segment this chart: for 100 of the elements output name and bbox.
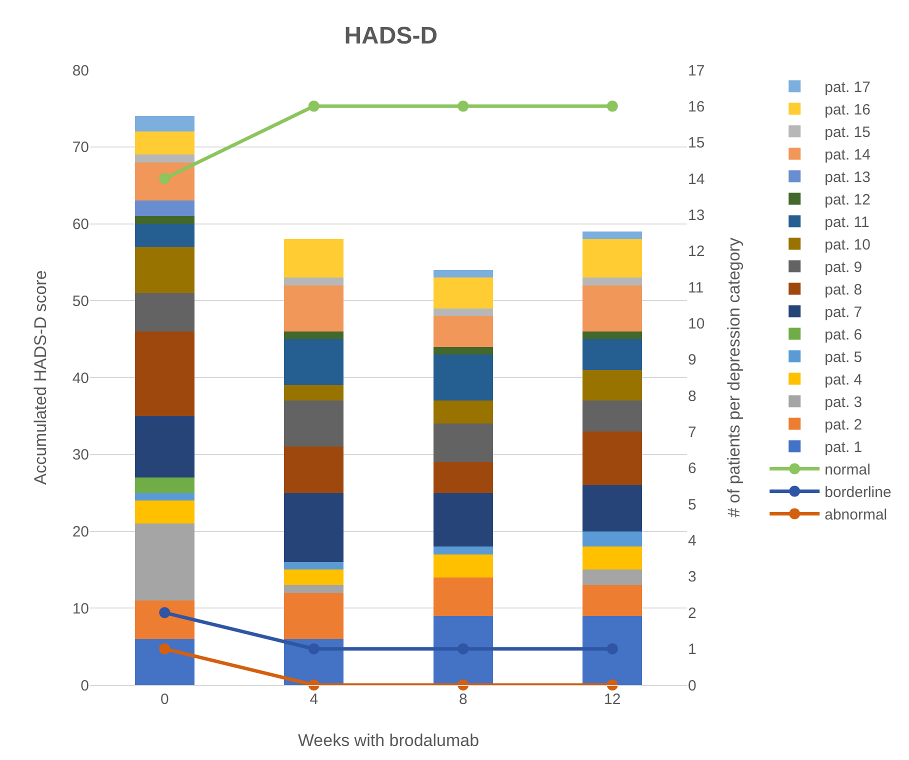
legend-label: pat. 8 bbox=[824, 282, 862, 299]
bar bbox=[582, 400, 642, 432]
bar bbox=[134, 224, 194, 247]
legend-label: pat. 6 bbox=[824, 326, 862, 344]
bar bbox=[433, 546, 493, 554]
bar bbox=[284, 592, 344, 639]
legend-label: pat. 12 bbox=[824, 192, 870, 209]
bar bbox=[134, 246, 194, 293]
bar bbox=[582, 431, 642, 486]
y2-axis-title: # of patients per depression category bbox=[724, 237, 744, 518]
bar bbox=[433, 354, 493, 401]
bar bbox=[134, 500, 194, 524]
legend-label: normal bbox=[824, 462, 870, 479]
bar bbox=[284, 331, 344, 340]
bar bbox=[433, 424, 493, 462]
bar bbox=[433, 316, 493, 347]
y2-tick-label: 4 bbox=[688, 532, 696, 550]
y2-tick-label: 2 bbox=[688, 604, 696, 622]
bar bbox=[433, 270, 493, 278]
bar bbox=[134, 492, 194, 500]
bar bbox=[433, 462, 493, 493]
y-tick-label: 70 bbox=[72, 139, 89, 156]
point bbox=[308, 643, 320, 654]
point bbox=[606, 100, 618, 112]
bar bbox=[284, 585, 344, 593]
y2-tick-label: 14 bbox=[688, 170, 705, 188]
legend-label: pat. 13 bbox=[824, 169, 870, 186]
legend-label: pat. 17 bbox=[824, 79, 870, 96]
y2-tick-label: 13 bbox=[688, 206, 705, 224]
bar bbox=[134, 154, 194, 162]
y2-tick-label: 1 bbox=[688, 641, 696, 658]
bar bbox=[134, 216, 194, 224]
point bbox=[159, 643, 170, 654]
y2-tick-label: 11 bbox=[688, 279, 704, 296]
x-tick-label: 12 bbox=[604, 691, 621, 708]
bar bbox=[582, 231, 642, 240]
y2-tick-label: 6 bbox=[688, 460, 696, 478]
bar bbox=[433, 577, 493, 616]
bar bbox=[134, 292, 194, 332]
y2-tick-label: 9 bbox=[688, 352, 696, 369]
bar bbox=[433, 492, 493, 547]
bar bbox=[582, 370, 642, 401]
y2-tick-label: 10 bbox=[688, 315, 705, 332]
bar bbox=[284, 562, 344, 570]
bar bbox=[284, 570, 344, 586]
point bbox=[458, 643, 469, 654]
y2-tick-label: 17 bbox=[688, 62, 705, 80]
bar bbox=[582, 531, 642, 547]
bar bbox=[134, 600, 194, 639]
legend-label: pat. 2 bbox=[824, 416, 862, 434]
chart-title: HADS-D bbox=[344, 22, 438, 50]
bar bbox=[134, 524, 194, 600]
y-tick-label: 10 bbox=[72, 600, 89, 618]
bar bbox=[134, 132, 194, 155]
y2-tick-label: 16 bbox=[688, 98, 705, 116]
legend-label: pat. 16 bbox=[824, 102, 870, 119]
bar bbox=[582, 285, 642, 332]
y-tick-label: 60 bbox=[72, 216, 89, 233]
bar bbox=[582, 585, 642, 616]
bar bbox=[582, 239, 642, 278]
legend-label: borderline bbox=[824, 484, 892, 502]
point bbox=[159, 607, 170, 618]
bar bbox=[284, 400, 344, 447]
bar bbox=[433, 346, 493, 354]
legend-label: abnormal bbox=[824, 506, 888, 524]
legend-label: pat. 14 bbox=[824, 146, 870, 164]
bar bbox=[134, 162, 194, 201]
bar bbox=[433, 400, 493, 424]
bar bbox=[134, 416, 194, 478]
legend-label: pat. 7 bbox=[824, 304, 862, 322]
legend-label: pat. 3 bbox=[824, 394, 862, 412]
bar bbox=[433, 278, 493, 308]
y-tick-label: 80 bbox=[72, 62, 89, 80]
bar bbox=[134, 200, 194, 216]
bar bbox=[582, 278, 642, 286]
y2-tick-label: 7 bbox=[688, 424, 696, 442]
legend-label: pat. 4 bbox=[824, 372, 862, 389]
legend-label: pat. 9 bbox=[824, 259, 862, 276]
y2-tick-label: 8 bbox=[688, 388, 696, 405]
legend-label: pat. 10 bbox=[824, 236, 870, 254]
y-tick-label: 50 bbox=[72, 292, 89, 310]
point bbox=[308, 100, 320, 112]
legend-label: pat. 5 bbox=[824, 349, 862, 366]
bar bbox=[284, 446, 344, 493]
bar bbox=[582, 339, 642, 370]
y2-tick-label: 5 bbox=[688, 496, 696, 514]
y2-tick-label: 0 bbox=[688, 677, 696, 694]
point bbox=[458, 100, 469, 112]
point bbox=[606, 643, 618, 654]
legend-label: pat. 1 bbox=[824, 439, 862, 456]
bar bbox=[433, 308, 493, 316]
bar bbox=[134, 477, 194, 493]
x-tick-label: 4 bbox=[310, 691, 318, 708]
bar bbox=[134, 331, 194, 416]
bar bbox=[284, 492, 344, 562]
bar bbox=[134, 116, 194, 132]
bar bbox=[582, 616, 642, 685]
bar bbox=[284, 339, 344, 386]
bar bbox=[433, 616, 493, 685]
point bbox=[159, 173, 170, 184]
